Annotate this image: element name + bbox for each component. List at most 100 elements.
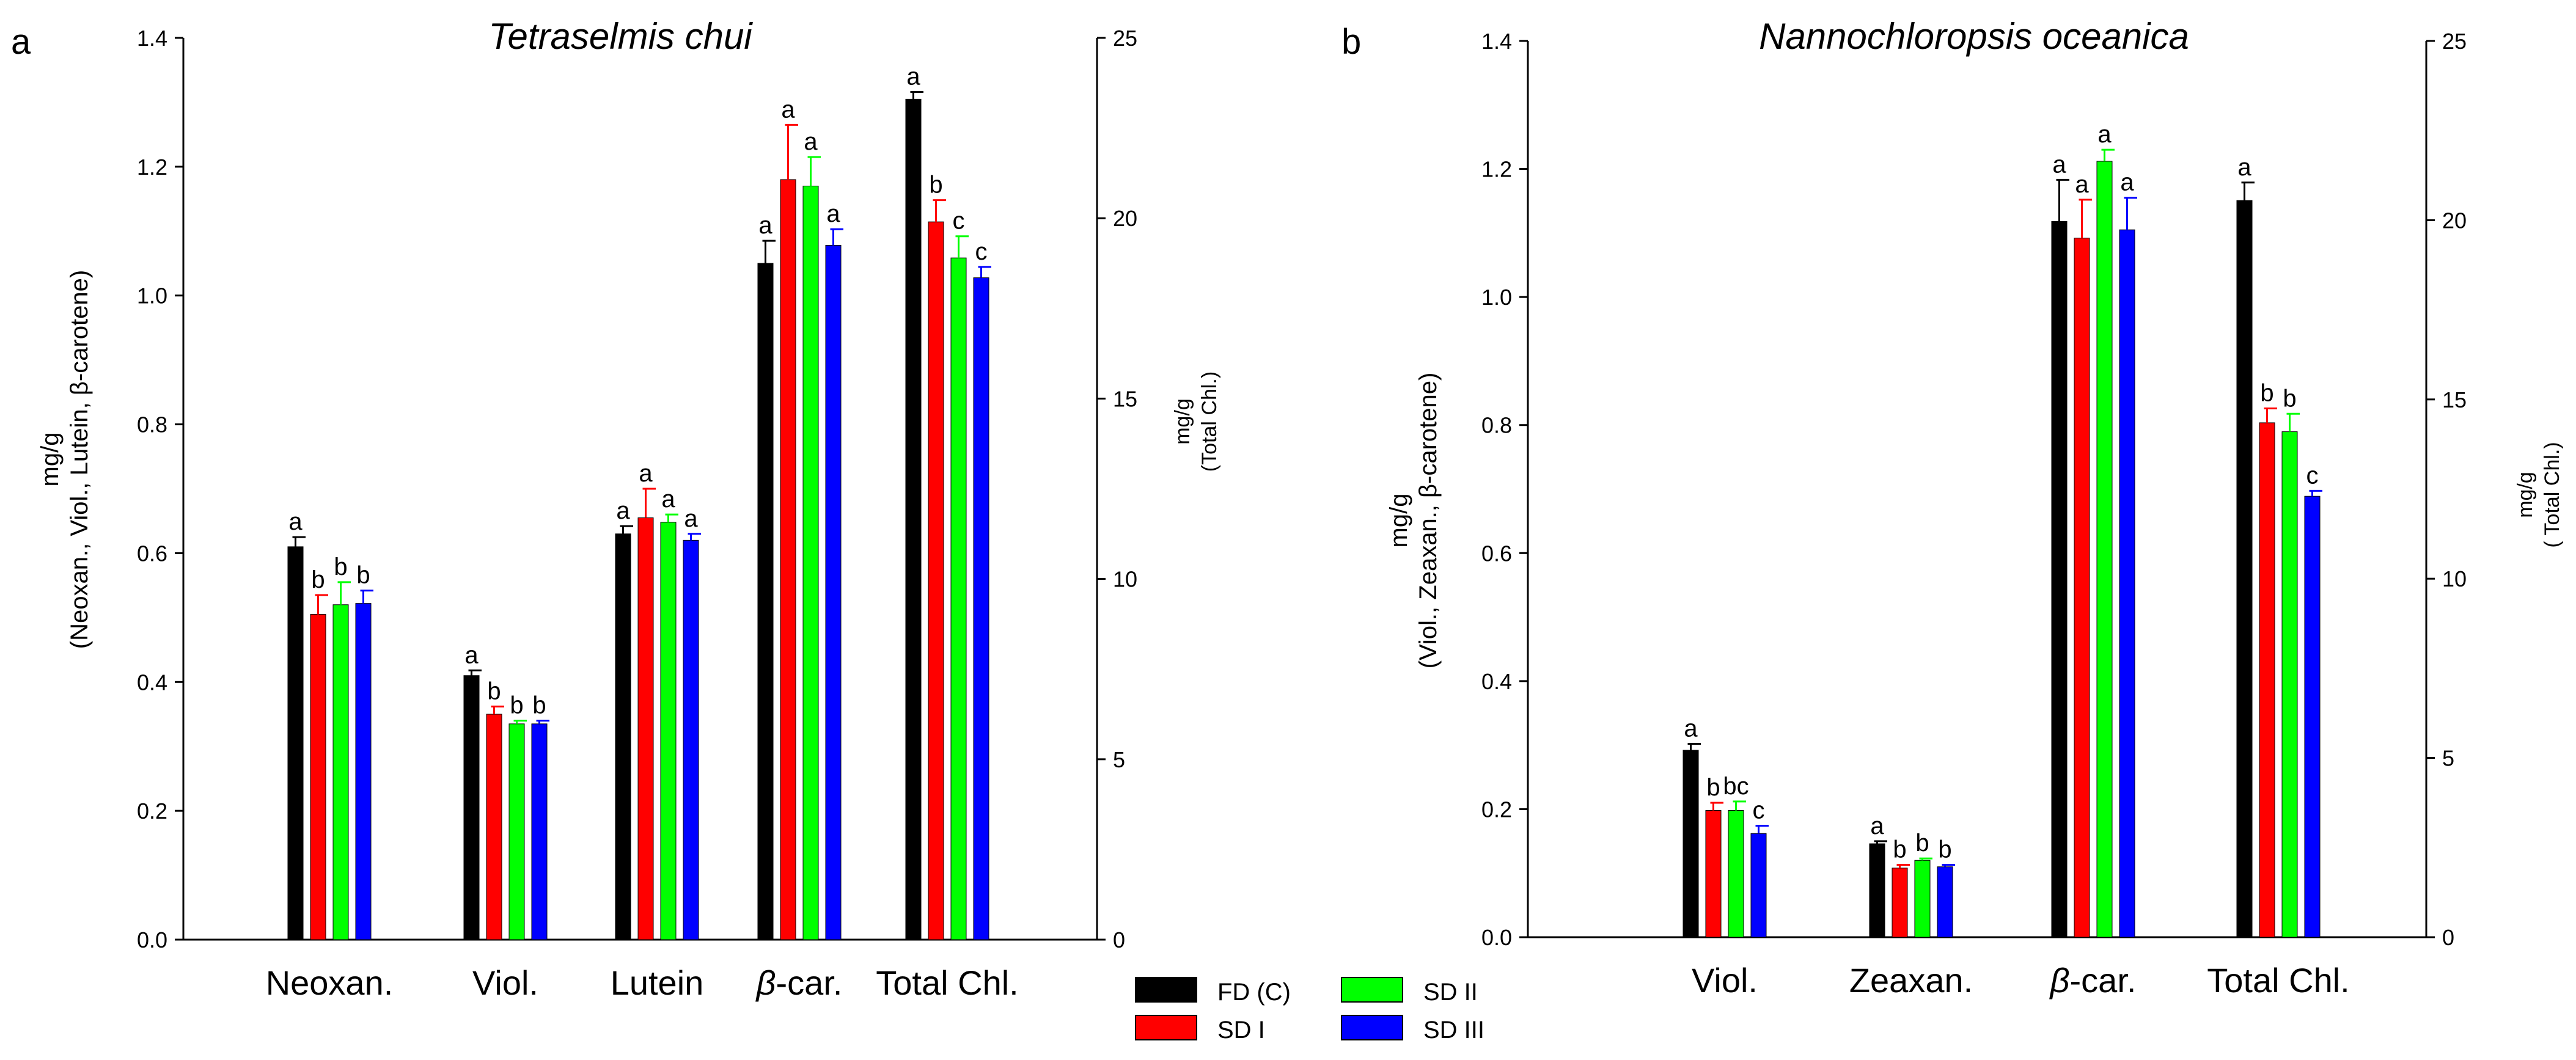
legend-label-sd-ii: SD II (1423, 979, 1478, 1006)
panel-a-y-left-tick-label: 0.0 (137, 927, 167, 952)
panel-b-bar (2074, 238, 2090, 938)
panel-a-bar (973, 277, 989, 940)
panel-a: a Tetraselmis chui mg/g (Neoxan., Viol.,… (11, 16, 1221, 649)
panel-a-significance-letter: a (661, 486, 675, 513)
panel-a-bar (825, 244, 842, 940)
panel-b-bar (1869, 843, 1885, 938)
panel-b-significance-letter: b (2260, 379, 2273, 406)
panel-b-bar (1892, 868, 1908, 938)
panel-a-significance-letter: a (804, 128, 818, 155)
panel-a-category-label: Total Chl. (876, 963, 1018, 1002)
panel-b-significance-letter: b (1706, 774, 1720, 801)
panel-a-significance-letter: a (616, 497, 630, 524)
panel-a-bar (780, 179, 796, 940)
panel-b-significance-letter: bc (1723, 773, 1749, 800)
panel-a-y-left-label-line1: mg/g (37, 433, 64, 487)
panel-a-category-label: Neoxan. (266, 963, 394, 1002)
panel-b-significance-letter: a (1684, 715, 1698, 742)
legend-swatch-sd-ii (1341, 977, 1403, 1003)
panel-b-bar (1750, 833, 1767, 938)
legend: FD (C) SD I SD II SD III (1135, 977, 1484, 1044)
panel-a-y-left-tick-label: 0.4 (137, 670, 167, 695)
panel-a-significance-letter: a (826, 200, 840, 227)
panel-b-y-left-label-line2: (Viol., Zeaxan., β-carotene) (1415, 373, 1442, 669)
panel-b-y-right-tick-label: 5 (2442, 746, 2454, 771)
panel-a-bar (332, 604, 349, 940)
panel-a-significance-letter: b (929, 172, 942, 199)
panel-b-y-left-tick-label: 0.8 (1481, 413, 1512, 438)
panel-b-label: b (1341, 22, 1361, 62)
panel-a-y-right-tick-label: 25 (1113, 26, 1137, 51)
panel-b-bar (1914, 860, 1931, 938)
panel-b-category-label: β-car. (2049, 961, 2137, 1000)
panel-a-y-left-label-line2: (Neoxan., Viol., Lutein, β-carotene) (66, 270, 93, 649)
panel-b-y-left-tick-label: 0.6 (1481, 541, 1512, 566)
panel-a-y-right-tick-label: 0 (1113, 927, 1125, 952)
panel-b-y-right-label-line2: ( Total Chl.) (2541, 442, 2564, 547)
panel-b-y-left-tick-label: 0.2 (1481, 797, 1512, 822)
panel-a-significance-letter: c (975, 238, 988, 265)
panel-b-significance-letter: a (2120, 169, 2134, 196)
panel-b-bar (1728, 810, 1744, 938)
panel-b-y-right-tick-label: 10 (2442, 566, 2467, 591)
panel-a-significance-letter: a (758, 212, 772, 239)
panel-a-bar (757, 263, 774, 940)
panel-a-significance-letter: a (288, 508, 303, 535)
panel-a-bar (928, 221, 944, 940)
panel-a-y-right-tick-label: 10 (1113, 567, 1137, 592)
panel-b-y-left-tick-label: 1.4 (1481, 29, 1512, 54)
legend-swatch-sd-i (1135, 1015, 1197, 1040)
panel-a-bar (802, 185, 819, 940)
panel-a-bar (310, 614, 326, 940)
panel-a-bar (637, 517, 654, 940)
panel-b-category-label: Total Chl. (2207, 961, 2349, 1000)
panel-a-y-right-tick-label: 5 (1113, 747, 1125, 772)
panel-a-significance-letter: b (311, 566, 325, 593)
panel-b-category-label: Zeaxan. (1849, 961, 1973, 1000)
panel-a-significance-letter: a (464, 641, 479, 668)
panel-b-y-left-tick-label: 1.2 (1481, 157, 1512, 182)
panel-b-bar (2119, 229, 2135, 938)
panel-a-bar (615, 533, 631, 940)
panel-b-bar (1937, 866, 1953, 938)
panel-a-significance-letter: a (906, 64, 920, 90)
legend-label-fd-c: FD (C) (1217, 979, 1291, 1006)
panel-b-significance-letter: a (2097, 121, 2112, 148)
panel-a-bar (905, 98, 922, 940)
panel-b: b Nannochloropsis oceanica mg/g (Viol., … (1341, 16, 2564, 668)
panel-b-y-left-tick-label: 1.0 (1481, 285, 1512, 310)
panel-a-y-right-label-line2: (Total Chl.) (1198, 371, 1221, 472)
legend-swatch-sd-iii (1341, 1015, 1403, 1040)
panel-b-y-right-tick-label: 15 (2442, 387, 2467, 412)
panel-a-category-label: Viol. (472, 963, 538, 1002)
panel-b-y-left-tick-label: 0.4 (1481, 669, 1512, 694)
panel-b-y-right-label-line1: mg/g (2514, 472, 2537, 518)
panel-a-significance-letter: b (532, 692, 546, 719)
legend-swatch-fd-c (1135, 977, 1197, 1003)
panel-a-bar (683, 539, 699, 940)
panel-a-bar (463, 675, 480, 940)
panel-b-bar (2051, 221, 2068, 938)
panel-b-bar (2281, 431, 2298, 938)
panel-b-bar (2304, 495, 2321, 938)
panel-b-y-right-tick-label: 20 (2442, 208, 2467, 233)
panel-b-y-left-label-line1: mg/g (1385, 494, 1412, 548)
legend-label-sd-iii: SD III (1423, 1017, 1484, 1044)
panel-a-y-left-tick-label: 0.8 (137, 412, 167, 437)
panel-b-bar (2259, 422, 2275, 938)
panel-a-y-right-tick-label: 20 (1113, 206, 1137, 231)
panel-b-category-label: Viol. (1692, 961, 1758, 1000)
panel-b-significance-letter: b (1915, 830, 1929, 857)
panel-a-bar (287, 546, 304, 940)
panel-a-y-left-tick-label: 0.6 (137, 541, 167, 566)
panel-a-significance-letter: b (487, 678, 501, 704)
panel-b-significance-letter: a (1870, 813, 1884, 839)
panel-b-title: Nannochloropsis oceanica (1759, 16, 2189, 57)
panel-a-significance-letter: b (510, 692, 523, 719)
panel-a-y-left-tick-label: 1.4 (137, 26, 167, 51)
panel-b-bar (1682, 750, 1699, 938)
panel-b-significance-letter: c (2306, 462, 2319, 489)
